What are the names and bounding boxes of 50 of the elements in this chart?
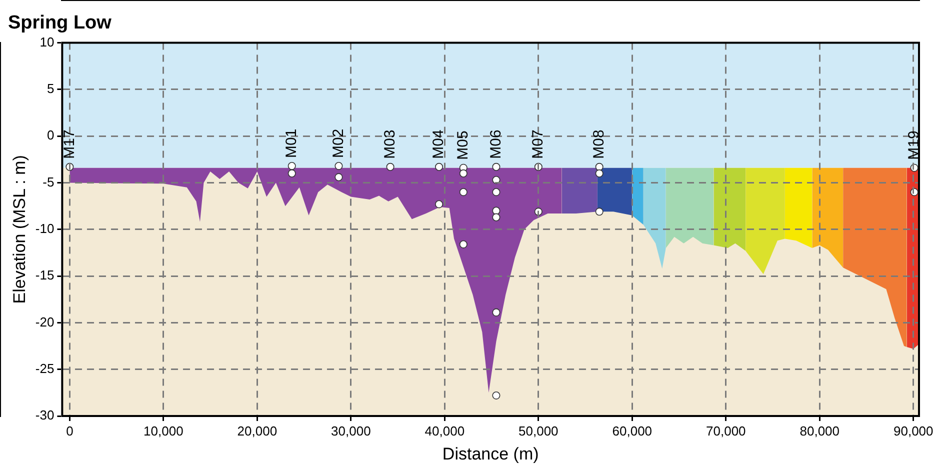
point: [435, 162, 444, 171]
point: [595, 169, 604, 178]
annotation: M08: [590, 130, 608, 159]
y-tick-label: 5: [46, 81, 54, 96]
chart-title: Spring Low: [8, 12, 112, 34]
annotation: M17: [60, 130, 78, 159]
annotation: M06: [487, 130, 504, 159]
y-tick-label: -5: [42, 174, 54, 190]
x-tick-label: 80,000: [800, 423, 840, 438]
annotation: M05: [454, 130, 472, 160]
x-axis-title: Distance (m): [442, 444, 539, 464]
point: [334, 162, 343, 170]
y-tick-label: -30: [35, 408, 54, 423]
point: [492, 213, 500, 222]
annotation: M04: [430, 130, 448, 159]
x-tick-label: 40,000: [424, 423, 465, 438]
x-tick-label: 20,000: [237, 423, 278, 438]
x-tick-label: 0: [66, 423, 74, 438]
point: [492, 188, 500, 196]
y-axis-title: Elevation (MSL : m): [10, 155, 29, 304]
y-tick-label: -10: [35, 220, 54, 236]
annotation: M03: [381, 130, 398, 159]
point: [288, 162, 296, 170]
point: [459, 188, 468, 196]
point: [492, 308, 500, 316]
y-tick-label: -15: [35, 268, 54, 283]
point: [459, 240, 468, 248]
x-tick-label: 10,000: [144, 423, 184, 438]
annotation: M01: [283, 128, 300, 158]
x-tick-label: 70,000: [706, 423, 746, 438]
x-tick-label: 50,000: [518, 423, 558, 438]
point: [492, 162, 500, 171]
annotation: M02: [330, 128, 347, 158]
point: [492, 206, 500, 215]
x-tick-label: 90,000: [893, 423, 934, 438]
y-tick-label: -20: [35, 314, 54, 330]
y-tick-label: -25: [35, 360, 54, 376]
x-tick-label: 60,000: [612, 423, 652, 438]
y-tick-label: 10: [40, 34, 54, 50]
point: [386, 162, 394, 171]
x-tick-label: 30,000: [331, 423, 371, 438]
point: [459, 169, 468, 178]
point: [492, 391, 500, 400]
annotation: M07: [530, 130, 547, 159]
point: [595, 208, 604, 216]
y-tick-label: 0: [46, 128, 54, 143]
point: [288, 169, 296, 178]
point: [435, 200, 444, 208]
point: [595, 162, 604, 171]
point: [334, 173, 343, 182]
